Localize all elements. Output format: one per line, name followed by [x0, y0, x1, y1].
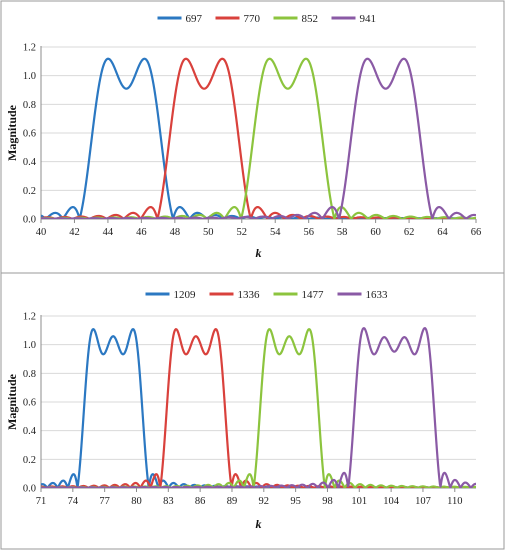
x-tick-label: 52	[237, 227, 248, 238]
legend-label-697: 697	[186, 13, 203, 25]
legend-label-1477: 1477	[302, 289, 325, 301]
y-tick-label: 0.0	[23, 215, 36, 226]
x-tick-label: 64	[437, 227, 448, 238]
x-tick-label: 104	[383, 496, 400, 507]
y-tick-label: 1.0	[23, 71, 36, 82]
y-tick-label: 0.8	[23, 369, 36, 380]
x-tick-label: 89	[227, 496, 238, 507]
y-tick-label: 0.4	[23, 426, 37, 437]
y-tick-label: 0.6	[23, 129, 36, 140]
x-tick-label: 50	[203, 227, 214, 238]
legend-label-770: 770	[244, 13, 261, 25]
y-tick-label: 1.0	[23, 340, 36, 351]
y-tick-label: 0.2	[23, 455, 36, 466]
legend-label-1209: 1209	[174, 289, 197, 301]
x-axis-label: k	[256, 517, 262, 531]
series-line-941	[41, 57, 476, 219]
x-tick-label: 48	[170, 227, 181, 238]
x-tick-label: 98	[322, 496, 333, 507]
x-tick-label: 92	[259, 496, 270, 507]
y-axis-label: Magnitude	[5, 373, 19, 430]
x-tick-label: 101	[351, 496, 367, 507]
x-tick-label: 71	[36, 496, 47, 507]
y-tick-label: 1.2	[23, 43, 36, 54]
x-tick-label: 40	[36, 227, 47, 238]
x-tick-label: 74	[68, 496, 79, 507]
chart-bottom: 0.0 0.2 0.4 0.6 0.8 1.0 1.2 71 74 77 80 83 86 89 92 95 9…	[5, 289, 476, 531]
series-line-1633	[41, 327, 476, 488]
x-tick-label: 54	[270, 227, 281, 238]
chart-top: 0.0 0.2 0.4 0.6 0.8 1.0 1.2 40 42 44 46 48 50 52 54 56 5…	[5, 13, 481, 260]
plot-area	[41, 327, 476, 488]
legend-label-941: 941	[360, 13, 377, 25]
legend-label-1336: 1336	[238, 289, 261, 301]
y-tick-label: 0.8	[23, 100, 36, 111]
y-tick-label: 0.4	[23, 157, 37, 168]
legend: 1209 1336 1477 1633	[145, 289, 389, 301]
x-tick-label: 56	[303, 227, 314, 238]
x-axis-label: k	[256, 246, 262, 260]
x-tick-label: 66	[471, 227, 482, 238]
legend-label-852: 852	[302, 13, 319, 25]
x-tick-label: 46	[136, 227, 147, 238]
x-tick-label: 62	[404, 227, 415, 238]
y-tick-label: 0.2	[23, 186, 36, 197]
x-tick-label: 60	[370, 227, 381, 238]
x-tick-label: 77	[99, 496, 110, 507]
legend: 697 770 852 941	[157, 13, 377, 25]
x-tick-label: 95	[290, 496, 301, 507]
x-tick-label: 110	[447, 496, 462, 507]
x-tick-label: 80	[131, 496, 142, 507]
y-tick-label: 0.6	[23, 398, 36, 409]
y-axis-label: Magnitude	[5, 104, 19, 161]
y-tick-label: 1.2	[23, 312, 36, 323]
x-tick-label: 44	[103, 227, 114, 238]
x-tick-label: 58	[337, 227, 348, 238]
x-tick-label: 42	[69, 227, 80, 238]
x-tick-label: 83	[163, 496, 174, 507]
x-tick-label: 86	[195, 496, 206, 507]
x-tick-label: 107	[415, 496, 431, 507]
y-tick-label: 0.0	[23, 484, 36, 495]
legend-label-1633: 1633	[366, 289, 389, 301]
plot-area	[41, 57, 476, 219]
